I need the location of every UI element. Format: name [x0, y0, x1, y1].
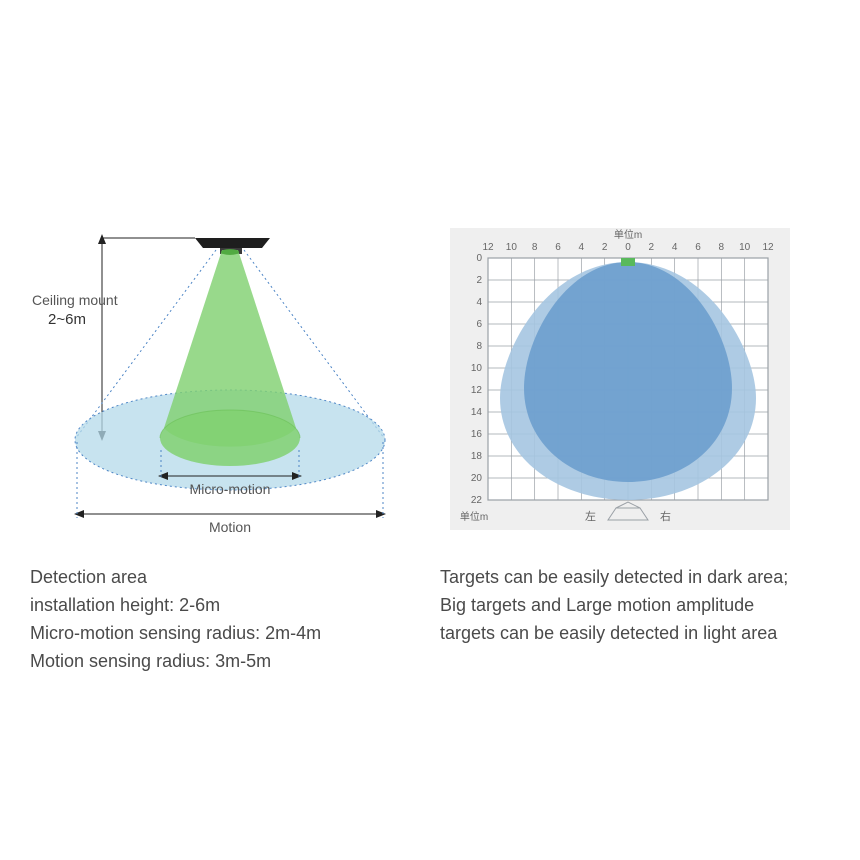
axis-title: 单位m: [614, 228, 642, 241]
svg-text:8: 8: [476, 341, 482, 352]
svg-text:20: 20: [471, 473, 483, 484]
left-panel: Ceiling mount 2~6m: [30, 220, 400, 676]
svg-text:18: 18: [471, 451, 483, 462]
svg-text:4: 4: [476, 297, 482, 308]
caption-line: Micro-motion sensing radius: 2m-4m: [30, 620, 400, 648]
svg-text:8: 8: [532, 242, 538, 253]
ceiling-mount-value: 2~6m: [48, 311, 86, 328]
svg-text:8: 8: [719, 242, 725, 253]
svg-text:2: 2: [476, 275, 482, 286]
motion-label: Motion: [209, 519, 251, 535]
svg-text:14: 14: [471, 407, 483, 418]
svg-text:4: 4: [672, 242, 678, 253]
diagram-row: Ceiling mount 2~6m: [0, 0, 860, 676]
svg-text:12: 12: [471, 385, 483, 396]
svg-text:16: 16: [471, 429, 483, 440]
svg-text:6: 6: [555, 242, 561, 253]
label-right: 右: [660, 509, 671, 523]
right-caption: Targets can be easily detected in dark a…: [440, 564, 800, 648]
caption-line: targets can be easily detected in light …: [440, 620, 800, 648]
svg-text:12: 12: [482, 242, 494, 253]
coverage-grid-diagram: 单位m 121086420246810120246810121416182022…: [440, 220, 800, 540]
svg-text:12: 12: [762, 242, 774, 253]
svg-text:22: 22: [471, 495, 483, 506]
label-left: 左: [585, 510, 596, 523]
sensor-marker: [621, 258, 635, 266]
svg-text:0: 0: [476, 253, 482, 264]
caption-line: Detection area: [30, 564, 400, 592]
svg-text:2: 2: [649, 242, 655, 253]
caption-line: Targets can be easily detected in dark a…: [440, 564, 800, 592]
caption-line: Big targets and Large motion amplitude: [440, 592, 800, 620]
caption-line: Motion sensing radius: 3m-5m: [30, 648, 400, 676]
ceiling-mount-label: Ceiling mount: [32, 292, 118, 308]
svg-text:10: 10: [739, 242, 751, 253]
svg-text:6: 6: [476, 319, 482, 330]
svg-text:2: 2: [602, 242, 608, 253]
micro-motion-label: Micro-motion: [190, 481, 271, 497]
right-panel: 单位m 121086420246810120246810121416182022…: [440, 220, 800, 648]
svg-text:10: 10: [471, 363, 483, 374]
axis-label-bl: 单位m: [460, 510, 488, 523]
svg-text:6: 6: [695, 242, 701, 253]
svg-text:10: 10: [506, 242, 518, 253]
left-caption: Detection area installation height: 2-6m…: [30, 564, 400, 676]
svg-text:0: 0: [625, 242, 631, 253]
svg-text:4: 4: [579, 242, 585, 253]
detection-cone-diagram: Ceiling mount 2~6m: [30, 220, 400, 540]
caption-line: installation height: 2-6m: [30, 592, 400, 620]
